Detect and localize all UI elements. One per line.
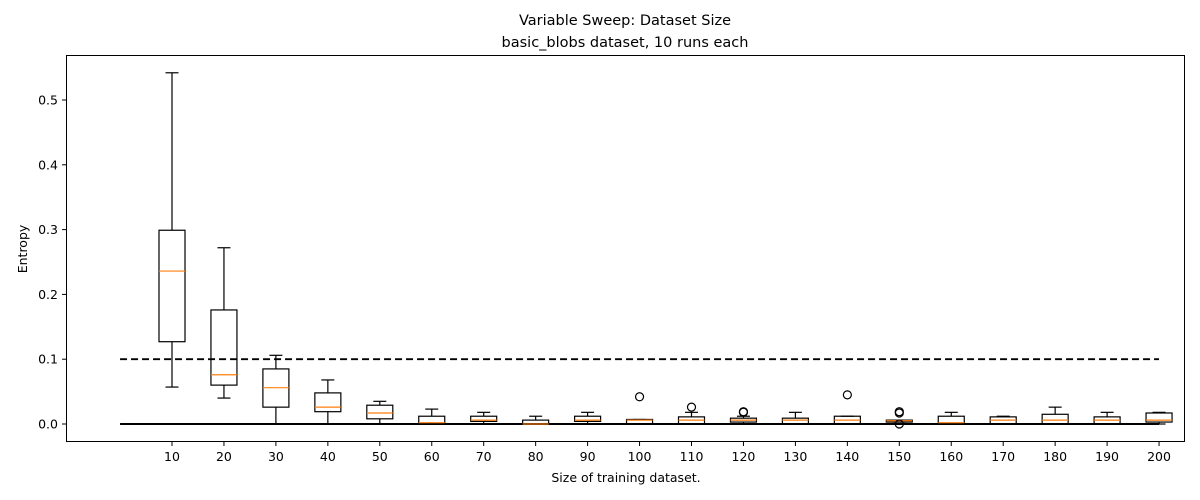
y-tick-label: 0.0	[38, 417, 58, 432]
box-30	[262, 354, 290, 425]
box-190	[1093, 411, 1121, 425]
x-tick-label: 50	[372, 449, 388, 464]
box-80	[522, 415, 550, 425]
outlier-point	[634, 392, 645, 402]
box-20	[210, 247, 238, 399]
box-iqr	[158, 229, 186, 343]
outlier-point	[894, 408, 904, 418]
x-tick-label: 160	[939, 449, 963, 464]
x-tick-label: 190	[1095, 449, 1119, 464]
box-iqr	[625, 418, 654, 425]
box-iqr	[1145, 412, 1173, 423]
x-tick-label: 150	[887, 449, 911, 464]
box-iqr	[937, 415, 965, 425]
box-iqr	[418, 415, 446, 425]
box-iqr	[781, 417, 810, 425]
box-130	[781, 411, 810, 425]
box-iqr	[1041, 413, 1069, 425]
box-iqr	[314, 392, 342, 413]
x-tick-label: 100	[628, 449, 652, 464]
box-iqr	[210, 309, 238, 386]
y-axis-label: Entropy	[15, 224, 30, 273]
x-tick-label: 20	[216, 449, 232, 464]
x-axis-label: Size of training dataset.	[551, 470, 700, 485]
box-200	[1145, 411, 1173, 425]
y-tick-label: 0.3	[38, 222, 58, 237]
box-70	[470, 411, 498, 425]
y-tick-label: 0.1	[38, 352, 58, 367]
x-tick-label: 110	[680, 449, 704, 464]
box-40	[314, 379, 342, 425]
x-axis: 10 20 30 40 50 60 70 80 90 100 110 120 130 140 150 160 1…	[164, 442, 1171, 464]
box-10	[158, 72, 186, 388]
outlier-point	[894, 419, 904, 429]
box-100	[625, 392, 654, 425]
box-180	[1041, 406, 1069, 425]
chart-title: Variable Sweep: Dataset Size	[519, 13, 731, 29]
x-tick-label: 60	[424, 449, 440, 464]
box-iqr	[470, 415, 498, 423]
outlier-point	[738, 407, 749, 417]
y-tick-label: 0.4	[38, 157, 58, 172]
x-tick-label: 10	[164, 449, 180, 464]
x-tick-label: 80	[528, 449, 544, 464]
box-150	[885, 407, 913, 429]
x-tick-label: 70	[476, 449, 492, 464]
x-tick-label: 140	[835, 449, 859, 464]
outlier-point	[842, 390, 852, 400]
x-tick-label: 40	[320, 449, 336, 464]
box-90	[573, 411, 602, 425]
y-tick-label: 0.5	[38, 93, 58, 108]
x-tick-label: 120	[732, 449, 756, 464]
y-tick-label: 0.2	[38, 287, 58, 302]
x-tick-label: 170	[991, 449, 1015, 464]
x-tick-label: 130	[783, 449, 807, 464]
box-50	[366, 400, 394, 425]
box-120	[729, 407, 758, 425]
axes-frame	[66, 55, 1185, 442]
box-170	[989, 415, 1017, 425]
box-iqr	[573, 415, 602, 423]
y-axis: 0.0 0.1 0.2 0.3 0.4 0.5	[38, 93, 66, 432]
box-iqr	[366, 404, 394, 420]
x-tick-label: 180	[1043, 449, 1067, 464]
outlier-point	[686, 402, 697, 412]
chart-subtitle: basic_blobs dataset, 10 runs each	[502, 35, 749, 51]
box-160	[937, 411, 965, 425]
box-140	[833, 390, 861, 425]
plot-area	[120, 72, 1173, 429]
box-60	[418, 408, 446, 425]
x-tick-label: 200	[1147, 449, 1171, 464]
x-tick-label: 90	[580, 449, 596, 464]
box-110	[677, 402, 706, 425]
x-tick-label: 30	[268, 449, 284, 464]
